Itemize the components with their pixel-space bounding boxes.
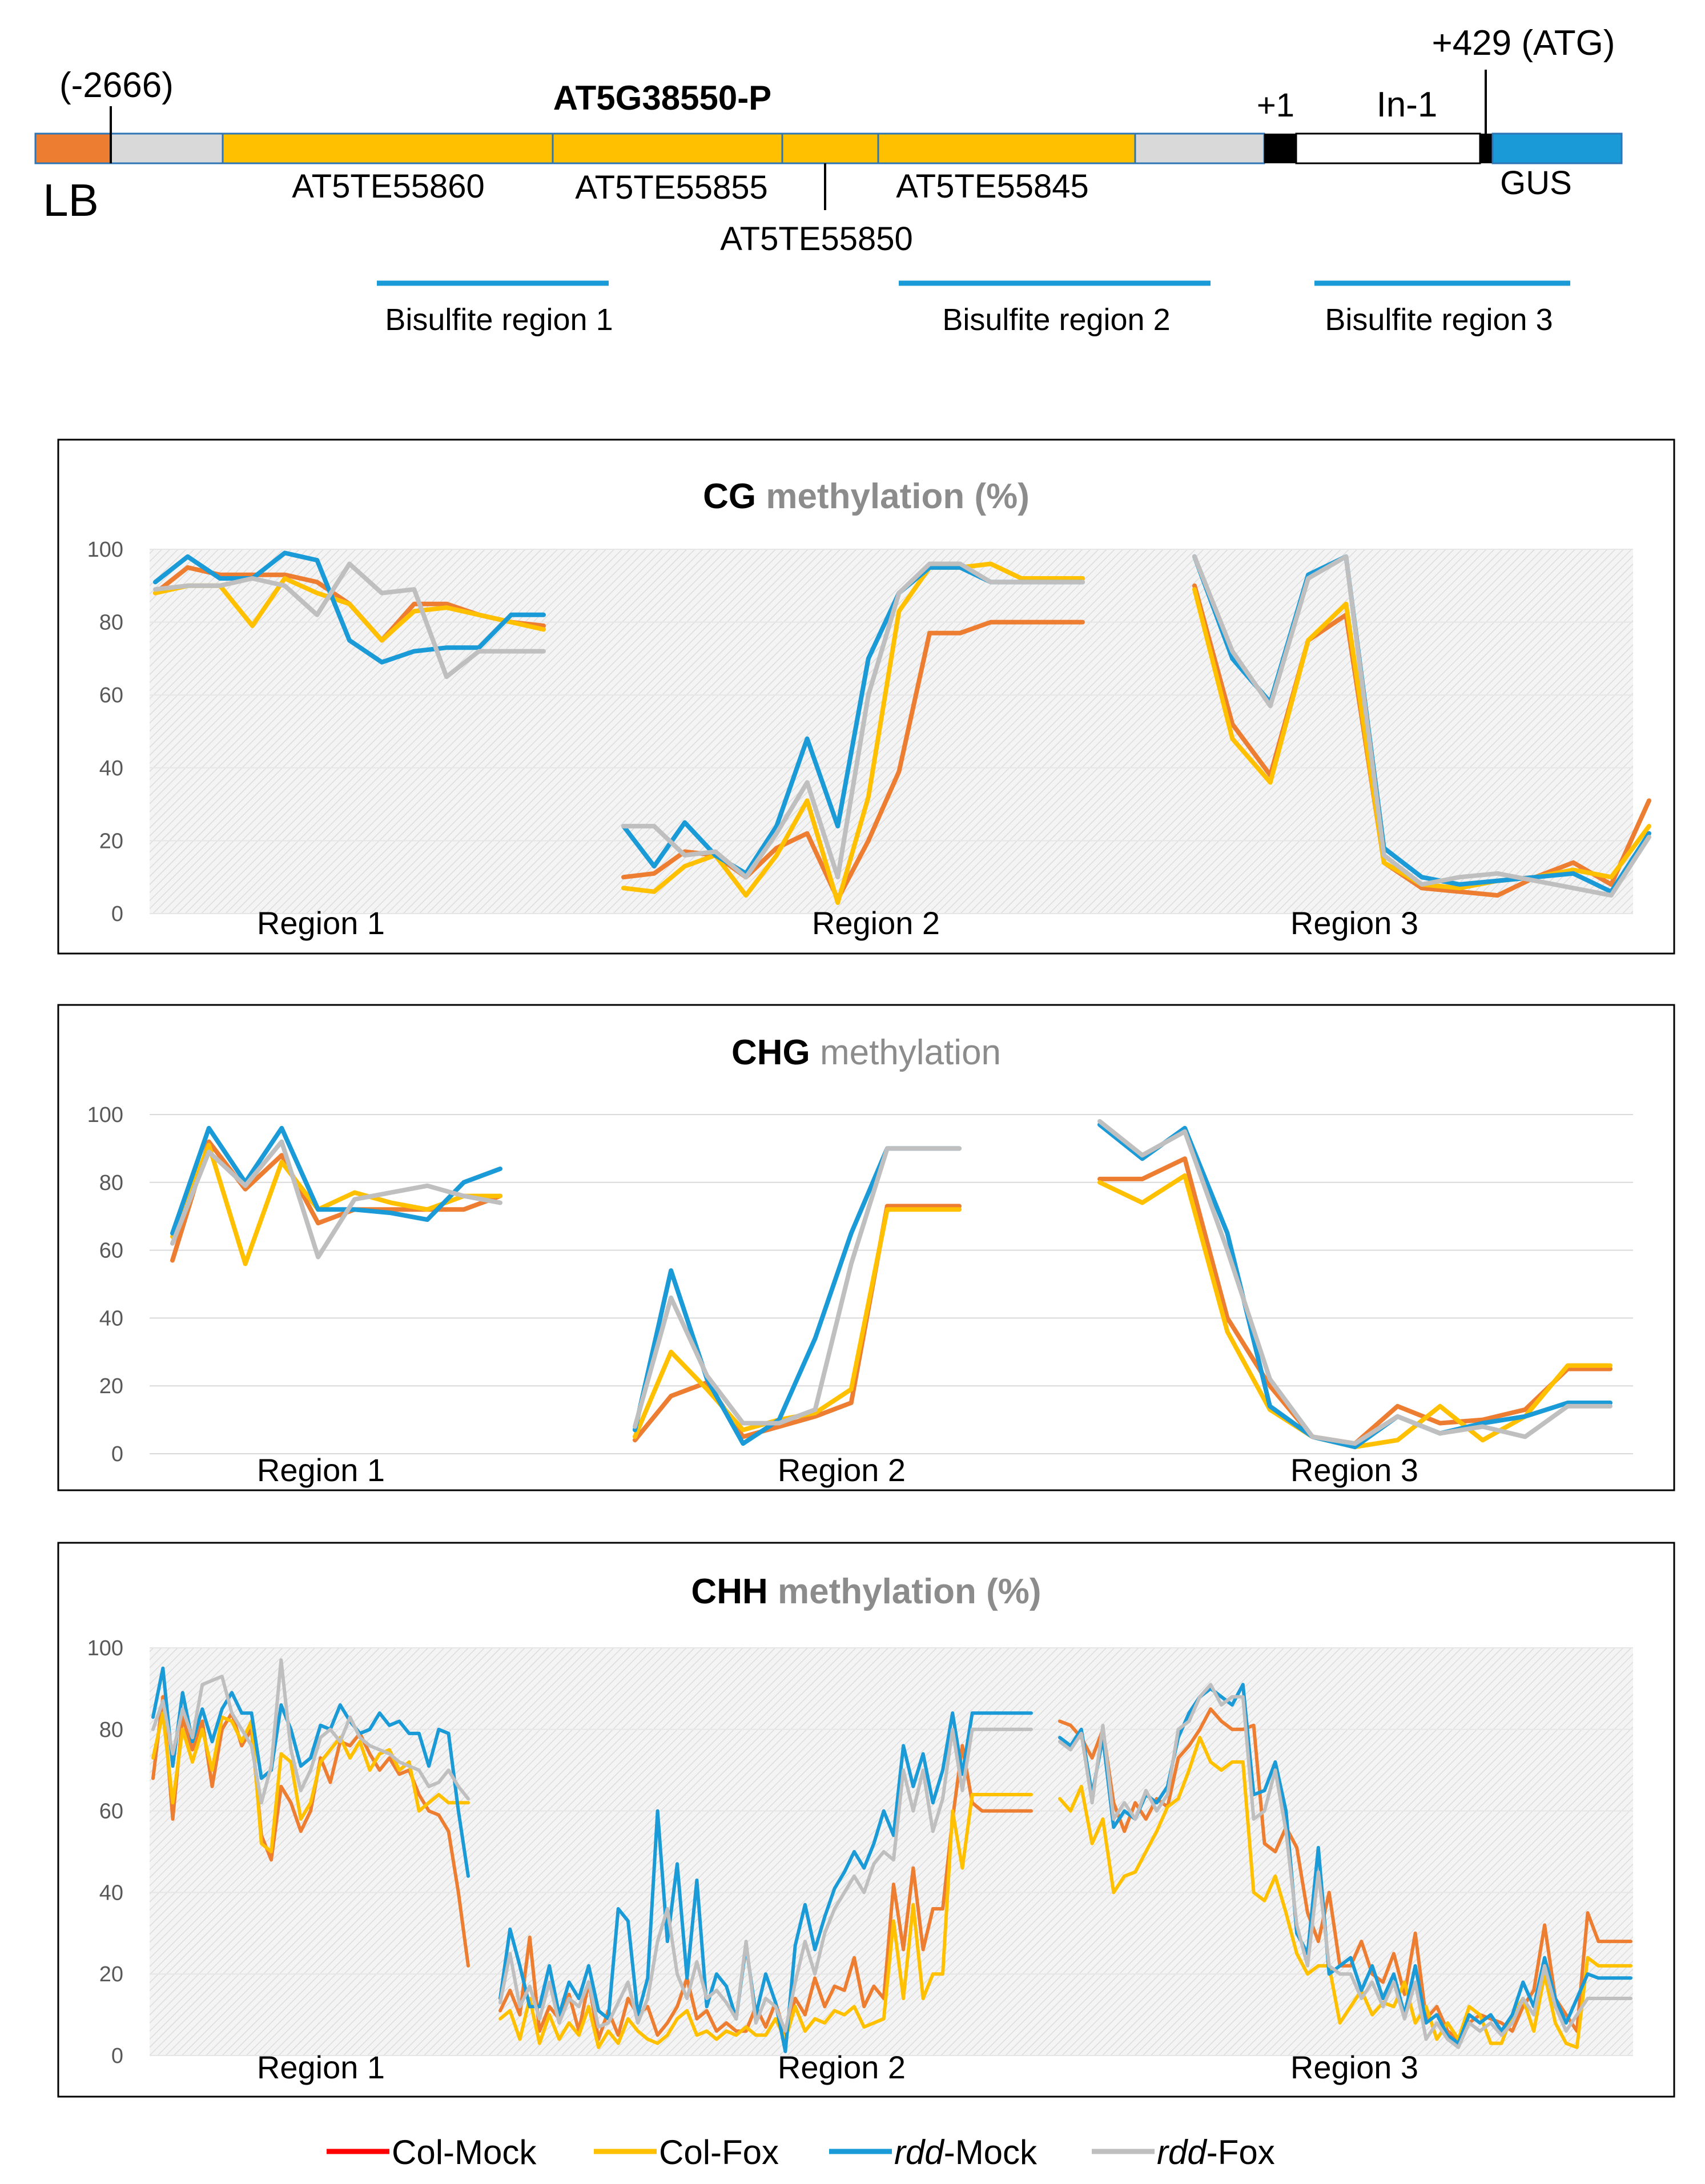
series-line-rdd-fox-region-1: [153, 561, 546, 679]
chart-title: CG methylation (%): [703, 477, 1030, 516]
series-line-rdd-fox-region-2: [498, 1727, 1033, 2033]
series-line-rdd-fox-region-1: [170, 1139, 502, 1260]
y-tick-label: 0: [111, 2044, 123, 2068]
series-line-col-fox-region-2: [498, 1793, 1033, 2049]
y-tick-label: 60: [99, 1800, 123, 1824]
y-tick-label: 40: [99, 757, 123, 781]
region-label-1: Region 1: [257, 1452, 385, 1488]
y-tick-label: 20: [99, 829, 123, 853]
gus-segment: [1491, 132, 1623, 164]
chart-panel-3: 0 20 40 60 80 100 CHH methylation (%) Region 1 R…: [57, 1542, 1675, 2098]
spacer-segment-1: [110, 132, 224, 164]
series-line-rdd-mock-region-1: [153, 550, 546, 665]
series-line-col-fox-region-2: [621, 561, 1085, 905]
series-line-rdd-fox-region-1: [151, 1658, 470, 1805]
plus1-label: +1: [1257, 87, 1294, 124]
series-line-rdd-fox-region-2: [633, 1146, 962, 1429]
legend: Col-Mock Col-Fox rdd-Mock rdd-Fox: [327, 2133, 1275, 2171]
series-line-rdd-mock-region-3: [1097, 1122, 1612, 1450]
bisulfite-region-3-label: Bisulfite region 3: [1325, 303, 1553, 337]
y-tick-label: 100: [87, 1636, 123, 1660]
plot-background: [150, 1648, 1633, 2056]
y-tick-label: 20: [99, 1962, 123, 1986]
intron-segment: [1295, 132, 1481, 164]
legend-label-col-fox: Col-Fox: [659, 2133, 779, 2171]
chart-title: CHG methylation: [731, 1033, 1001, 1072]
region-label-1: Region 1: [257, 905, 385, 941]
te-segment-2: [552, 132, 783, 164]
legend-label-rdd-mock: rdd-Mock: [894, 2133, 1038, 2171]
y-tick-label: 80: [99, 1718, 123, 1742]
gene-map: (-2666) AT5G38550-P +1 In-1 +429 (ATG) L…: [34, 23, 1623, 337]
series-line-col-mock-region-1: [170, 1139, 502, 1263]
exon-2-segment: [1480, 134, 1493, 163]
te-segment-4: [877, 132, 1136, 164]
gus-label: GUS: [1500, 164, 1572, 202]
chart-panel-1: 0 20 40 60 80 100 CG methylation (%) Region 1 Re…: [57, 439, 1675, 955]
te-label-55845: AT5TE55845: [896, 168, 1088, 205]
gene-title: AT5G38550-P: [553, 79, 771, 117]
te-segment-3: [781, 132, 879, 164]
y-tick-label: 80: [99, 1171, 123, 1195]
region-label-3: Region 3: [1290, 905, 1418, 941]
y-tick-label: 0: [111, 902, 123, 926]
region-label-2: Region 2: [778, 1452, 906, 1488]
legend-label-col-mock: Col-Mock: [392, 2133, 537, 2171]
chart-panel-2: 0 20 40 60 80 100 CHG methylation Region 1 Regio…: [57, 1004, 1675, 1491]
series-line-rdd-mock-region-1: [151, 1666, 470, 1878]
series-line-rdd-fox-region-3: [1097, 1119, 1612, 1446]
y-tick-label: 0: [111, 1442, 123, 1466]
legend-label-rdd-fox: rdd-Fox: [1157, 2133, 1275, 2171]
exon-1-segment: [1264, 134, 1296, 163]
te-label-55860: AT5TE55860: [292, 168, 484, 205]
series-line-rdd-mock-region-1: [170, 1125, 502, 1236]
y-tick-label: 100: [87, 1103, 123, 1127]
y-tick-label: 60: [99, 1239, 123, 1263]
te-segment-1: [222, 132, 554, 164]
y-tick-label: 40: [99, 1881, 123, 1905]
bisulfite-region-1-label: Bisulfite region 1: [385, 303, 613, 337]
region-label-3: Region 3: [1290, 1452, 1418, 1488]
series-line-rdd-fox-region-2: [621, 561, 1085, 880]
series-line-col-mock-region-2: [633, 1204, 962, 1443]
y-tick-label: 20: [99, 1374, 123, 1398]
lb-segment: [34, 132, 112, 164]
y-tick-label: 60: [99, 683, 123, 707]
region-label-2: Region 2: [778, 2049, 906, 2085]
series-line-rdd-mock-region-3: [1058, 1683, 1632, 2045]
series-line-rdd-fox-region-3: [1192, 554, 1651, 898]
spacer-segment-2: [1134, 132, 1265, 164]
bisulfite-region-2-label: Bisulfite region 2: [942, 303, 1170, 337]
series-line-col-fox-region-3: [1058, 1736, 1632, 2049]
series-line-col-fox-region-1: [151, 1711, 470, 1853]
chart-title: CHH methylation (%): [691, 1572, 1041, 1611]
plot-background: [150, 549, 1633, 914]
y-tick-label: 40: [99, 1306, 123, 1330]
lb-label: LB: [43, 175, 99, 226]
te-label-55855: AT5TE55855: [575, 169, 767, 206]
te-label-55850: AT5TE55850: [720, 220, 912, 258]
region-label-1: Region 1: [257, 2049, 385, 2085]
y-tick-label: 80: [99, 611, 123, 635]
atg-label: +429 (ATG): [1431, 23, 1615, 63]
start-label: (-2666): [59, 66, 174, 105]
intron-label: In-1: [1377, 85, 1438, 124]
methylation-charts: 0 20 40 60 80 100 CG methylation (%) Region 1 Re…: [57, 439, 1675, 2098]
region-label-3: Region 3: [1290, 2049, 1418, 2085]
region-label-2: Region 2: [812, 905, 940, 941]
y-tick-label: 100: [87, 538, 123, 562]
series-line-rdd-fox-region-3: [1058, 1683, 1632, 2049]
series-line-rdd-mock-region-2: [498, 1711, 1033, 2053]
